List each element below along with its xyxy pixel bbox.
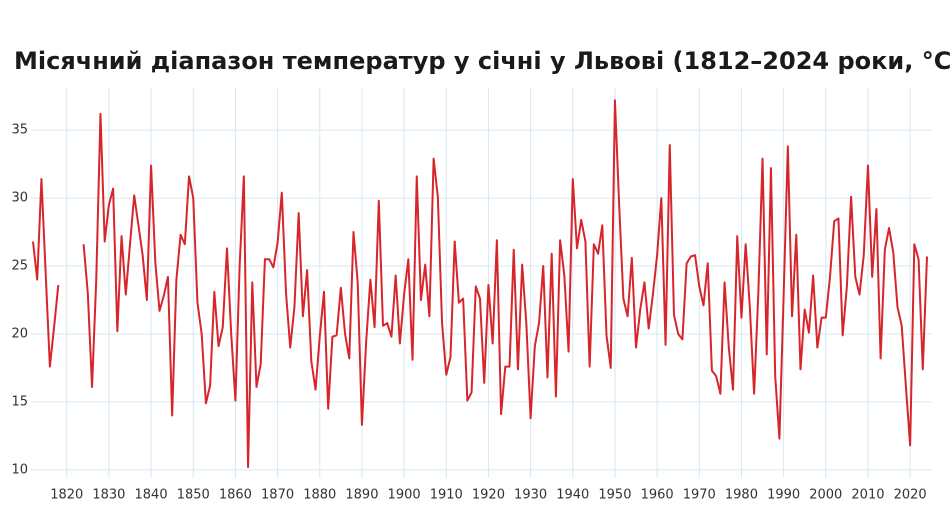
x-tick-label: 1970 xyxy=(683,488,716,503)
chart-title: Місячний діапазон температур у січні у Л… xyxy=(14,47,951,75)
x-tick-label: 1890 xyxy=(345,488,378,503)
line xyxy=(32,99,928,469)
x-tick-label: 1850 xyxy=(177,488,210,503)
y-tick-label: 15 xyxy=(11,394,28,409)
y-tick-label: 35 xyxy=(11,123,28,138)
x-tick-label: 2000 xyxy=(809,488,842,503)
x-tick-label: 1880 xyxy=(303,488,336,503)
x-tick-label: 1910 xyxy=(430,488,463,503)
x-tick-label: 1960 xyxy=(641,488,674,503)
x-tick-label: 1900 xyxy=(388,488,421,503)
x-tick-label: 1830 xyxy=(92,488,125,503)
y-tick-label: 30 xyxy=(11,191,28,206)
y-tick-label: 25 xyxy=(11,259,28,274)
x-tick-label: 2020 xyxy=(894,488,927,503)
x-tick-label: 1870 xyxy=(261,488,294,503)
x-tick-label: 1950 xyxy=(598,488,631,503)
x-tick-label: 2010 xyxy=(851,488,884,503)
x-tick-label: 1840 xyxy=(135,488,168,503)
x-tick-label: 1940 xyxy=(556,488,589,503)
x-tick-label: 1820 xyxy=(50,488,83,503)
x-tick-label: 1980 xyxy=(725,488,758,503)
y-tick-label: 20 xyxy=(11,326,28,341)
x-tick-label: 1990 xyxy=(767,488,800,503)
y-tick-label: 10 xyxy=(11,462,28,477)
x-tick-label: 1930 xyxy=(514,488,547,503)
x-tick-label: 1860 xyxy=(219,488,252,503)
x-tick-label: 1920 xyxy=(472,488,505,503)
